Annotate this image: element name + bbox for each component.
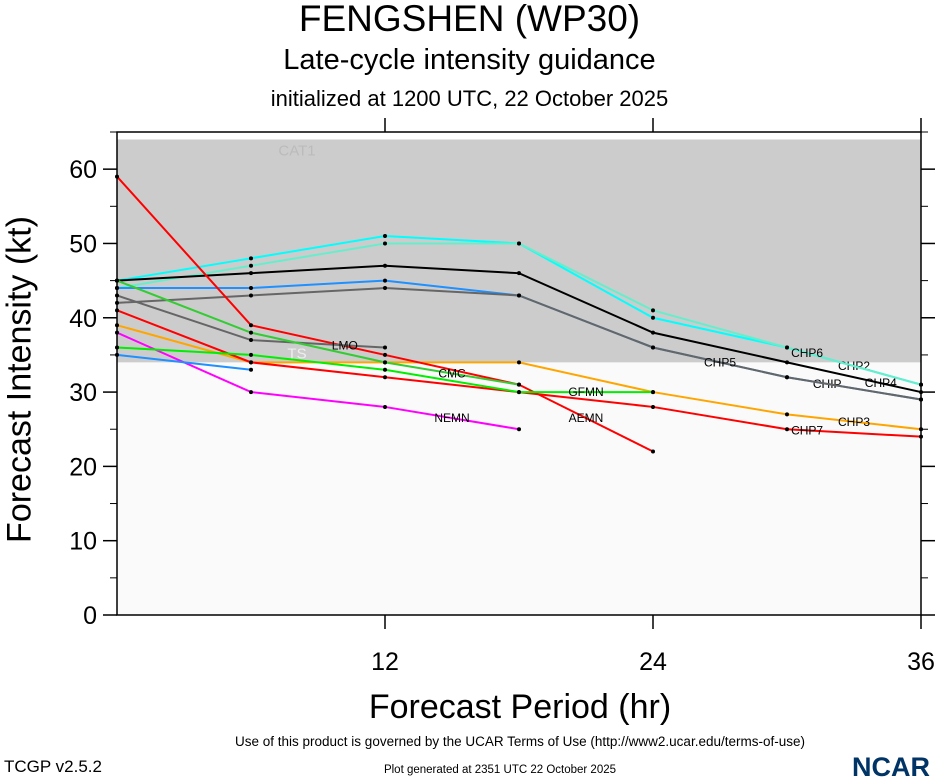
x-tick-label: 12 [371, 648, 399, 676]
y-axis-label: Forecast Intensity (kt) [0, 216, 39, 543]
data-point [383, 278, 387, 283]
data-point [651, 345, 655, 350]
data-point [383, 352, 387, 357]
series-label: LMO [332, 338, 358, 352]
data-point [651, 308, 655, 313]
data-point [249, 338, 253, 343]
data-point [383, 360, 387, 365]
chart-subtitle: Late-cycle intensity guidance [283, 44, 656, 76]
series-label: CHP4 [865, 376, 897, 390]
data-point [383, 241, 387, 246]
data-point [249, 293, 253, 298]
series-lmo: LMO [115, 293, 387, 352]
data-point [249, 263, 253, 268]
data-point [383, 367, 387, 372]
data-point [651, 404, 655, 409]
data-point [651, 315, 655, 320]
x-axis-label: Forecast Period (hr) [368, 688, 672, 726]
data-point [517, 293, 521, 298]
chart-title: FENGSHEN (WP30) [298, 0, 641, 39]
series-label: CHP7 [791, 423, 823, 437]
data-point [249, 271, 253, 276]
series-unnamed [115, 352, 253, 372]
series-chp6: CHP6 [115, 241, 923, 387]
data-point [383, 345, 387, 350]
data-point [383, 375, 387, 380]
data-point [517, 390, 521, 395]
data-point [383, 404, 387, 409]
y-tick-label: 10 [69, 528, 97, 556]
ncar-logo: NCAR [852, 752, 930, 782]
series-label: CHP5 [704, 355, 736, 369]
data-point [517, 271, 521, 276]
data-point [785, 427, 789, 432]
data-point [383, 234, 387, 239]
band-ts [117, 139, 921, 363]
data-point [785, 412, 789, 417]
data-point [785, 345, 789, 350]
y-tick-label: 50 [69, 230, 97, 258]
data-point [651, 449, 655, 454]
data-point [249, 390, 253, 395]
data-point [249, 323, 253, 328]
series-label: AEMN [569, 411, 604, 425]
data-point [249, 330, 253, 335]
generated-time: Plot generated at 2351 UTC 22 October 20… [383, 764, 617, 776]
data-point [249, 286, 253, 291]
series-label: CHP6 [791, 346, 823, 360]
data-point [785, 360, 789, 365]
y-tick-label: 40 [69, 305, 97, 333]
series-label: CHP3 [838, 415, 870, 429]
data-point [249, 256, 253, 261]
y-tick-label: 60 [69, 156, 97, 184]
data-point [651, 390, 655, 395]
y-tick-label: 0 [83, 602, 97, 630]
init-time: initialized at 1200 UTC, 22 October 2025 [270, 86, 669, 111]
data-point [383, 263, 387, 268]
y-tick-label: 30 [69, 379, 97, 407]
data-point [517, 427, 521, 432]
data-point [517, 360, 521, 365]
data-point [249, 360, 253, 365]
band-label-ts: TS [287, 345, 306, 362]
series-line [116, 353, 252, 371]
series-chp5: CHP5 [115, 286, 923, 402]
series-cmc: CMC [115, 278, 521, 387]
data-point [785, 375, 789, 380]
series-label: CMC [438, 367, 466, 381]
band-label-cat1: CAT1 [278, 142, 315, 159]
x-tick-label: 24 [639, 648, 667, 676]
data-point [517, 382, 521, 387]
data-point [249, 352, 253, 357]
version-label: TCGP v2.5.2 [4, 757, 102, 776]
terms-of-use: Use of this product is governed by the U… [235, 734, 805, 749]
plot-frame [116, 131, 922, 616]
data-point [249, 367, 253, 372]
data-point [383, 286, 387, 291]
series-label: GFMN [568, 385, 603, 399]
data-point [651, 330, 655, 335]
y-tick-label: 20 [69, 453, 97, 481]
x-tick-label: 36 [907, 648, 935, 676]
series-aemn: AEMN [115, 174, 655, 454]
series-line [116, 279, 520, 386]
series-label: NEMN [434, 411, 469, 425]
band-cat1 [117, 132, 921, 140]
data-point [517, 241, 521, 246]
